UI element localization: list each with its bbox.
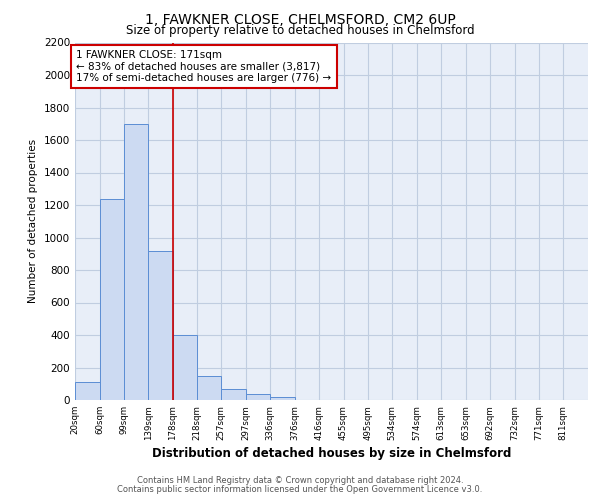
Text: Size of property relative to detached houses in Chelmsford: Size of property relative to detached ho… (125, 24, 475, 37)
Bar (270, 397, 295, 400)
Text: 1 FAWKNER CLOSE: 171sqm
← 83% of detached houses are smaller (3,817)
17% of semi: 1 FAWKNER CLOSE: 171sqm ← 83% of detache… (76, 50, 331, 83)
Bar (148, 250, 173, 400)
Bar (75, 382, 100, 400)
Bar (100, 198, 124, 400)
Text: 1, FAWKNER CLOSE, CHELMSFORD, CM2 6UP: 1, FAWKNER CLOSE, CHELMSFORD, CM2 6UP (145, 12, 455, 26)
Bar (173, 335, 197, 400)
Text: Contains public sector information licensed under the Open Government Licence v3: Contains public sector information licen… (118, 484, 482, 494)
Bar (246, 394, 270, 400)
X-axis label: Distribution of detached houses by size in Chelmsford: Distribution of detached houses by size … (152, 446, 511, 460)
Text: Contains HM Land Registry data © Crown copyright and database right 2024.: Contains HM Land Registry data © Crown c… (137, 476, 463, 485)
Bar (197, 376, 221, 400)
Y-axis label: Number of detached properties: Number of detached properties (28, 139, 38, 304)
Bar (221, 388, 246, 400)
Bar (124, 124, 148, 400)
